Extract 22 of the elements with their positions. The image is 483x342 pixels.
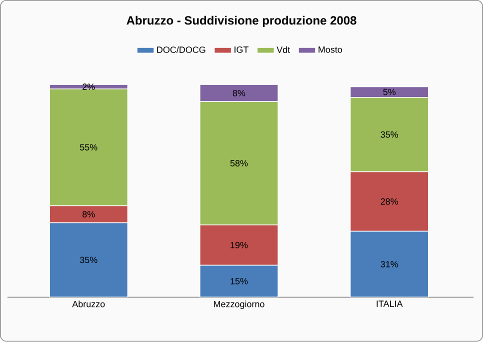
legend-label: IGT: [234, 46, 249, 53]
data-label: 8%: [232, 90, 246, 96]
x-tick-label: Abruzzo: [72, 300, 105, 308]
bar: [199, 265, 278, 298]
data-label: 8%: [82, 211, 95, 218]
data-label: 5%: [383, 89, 396, 96]
data-label: 35%: [80, 256, 98, 264]
data-label: 15%: [230, 278, 248, 285]
data-label: 58%: [230, 160, 248, 167]
x-tick-label: Mezzogiorno: [214, 300, 264, 310]
data-label: 31%: [380, 261, 398, 268]
legend-label: Vdt: [276, 46, 290, 54]
legend-label: Mosto: [318, 46, 342, 53]
data-label: 35%: [380, 132, 398, 138]
data-label: 19%: [230, 242, 248, 248]
legend-label: DOC/DOCG: [157, 46, 206, 54]
data-label: 28%: [380, 198, 398, 205]
x-tick-label: ITALIA: [376, 300, 403, 308]
bar: [49, 222, 128, 298]
data-label: 55%: [80, 144, 98, 151]
chart-title: Abruzzo - Suddivisione produzione 2008: [126, 16, 356, 28]
bar: [350, 231, 429, 298]
